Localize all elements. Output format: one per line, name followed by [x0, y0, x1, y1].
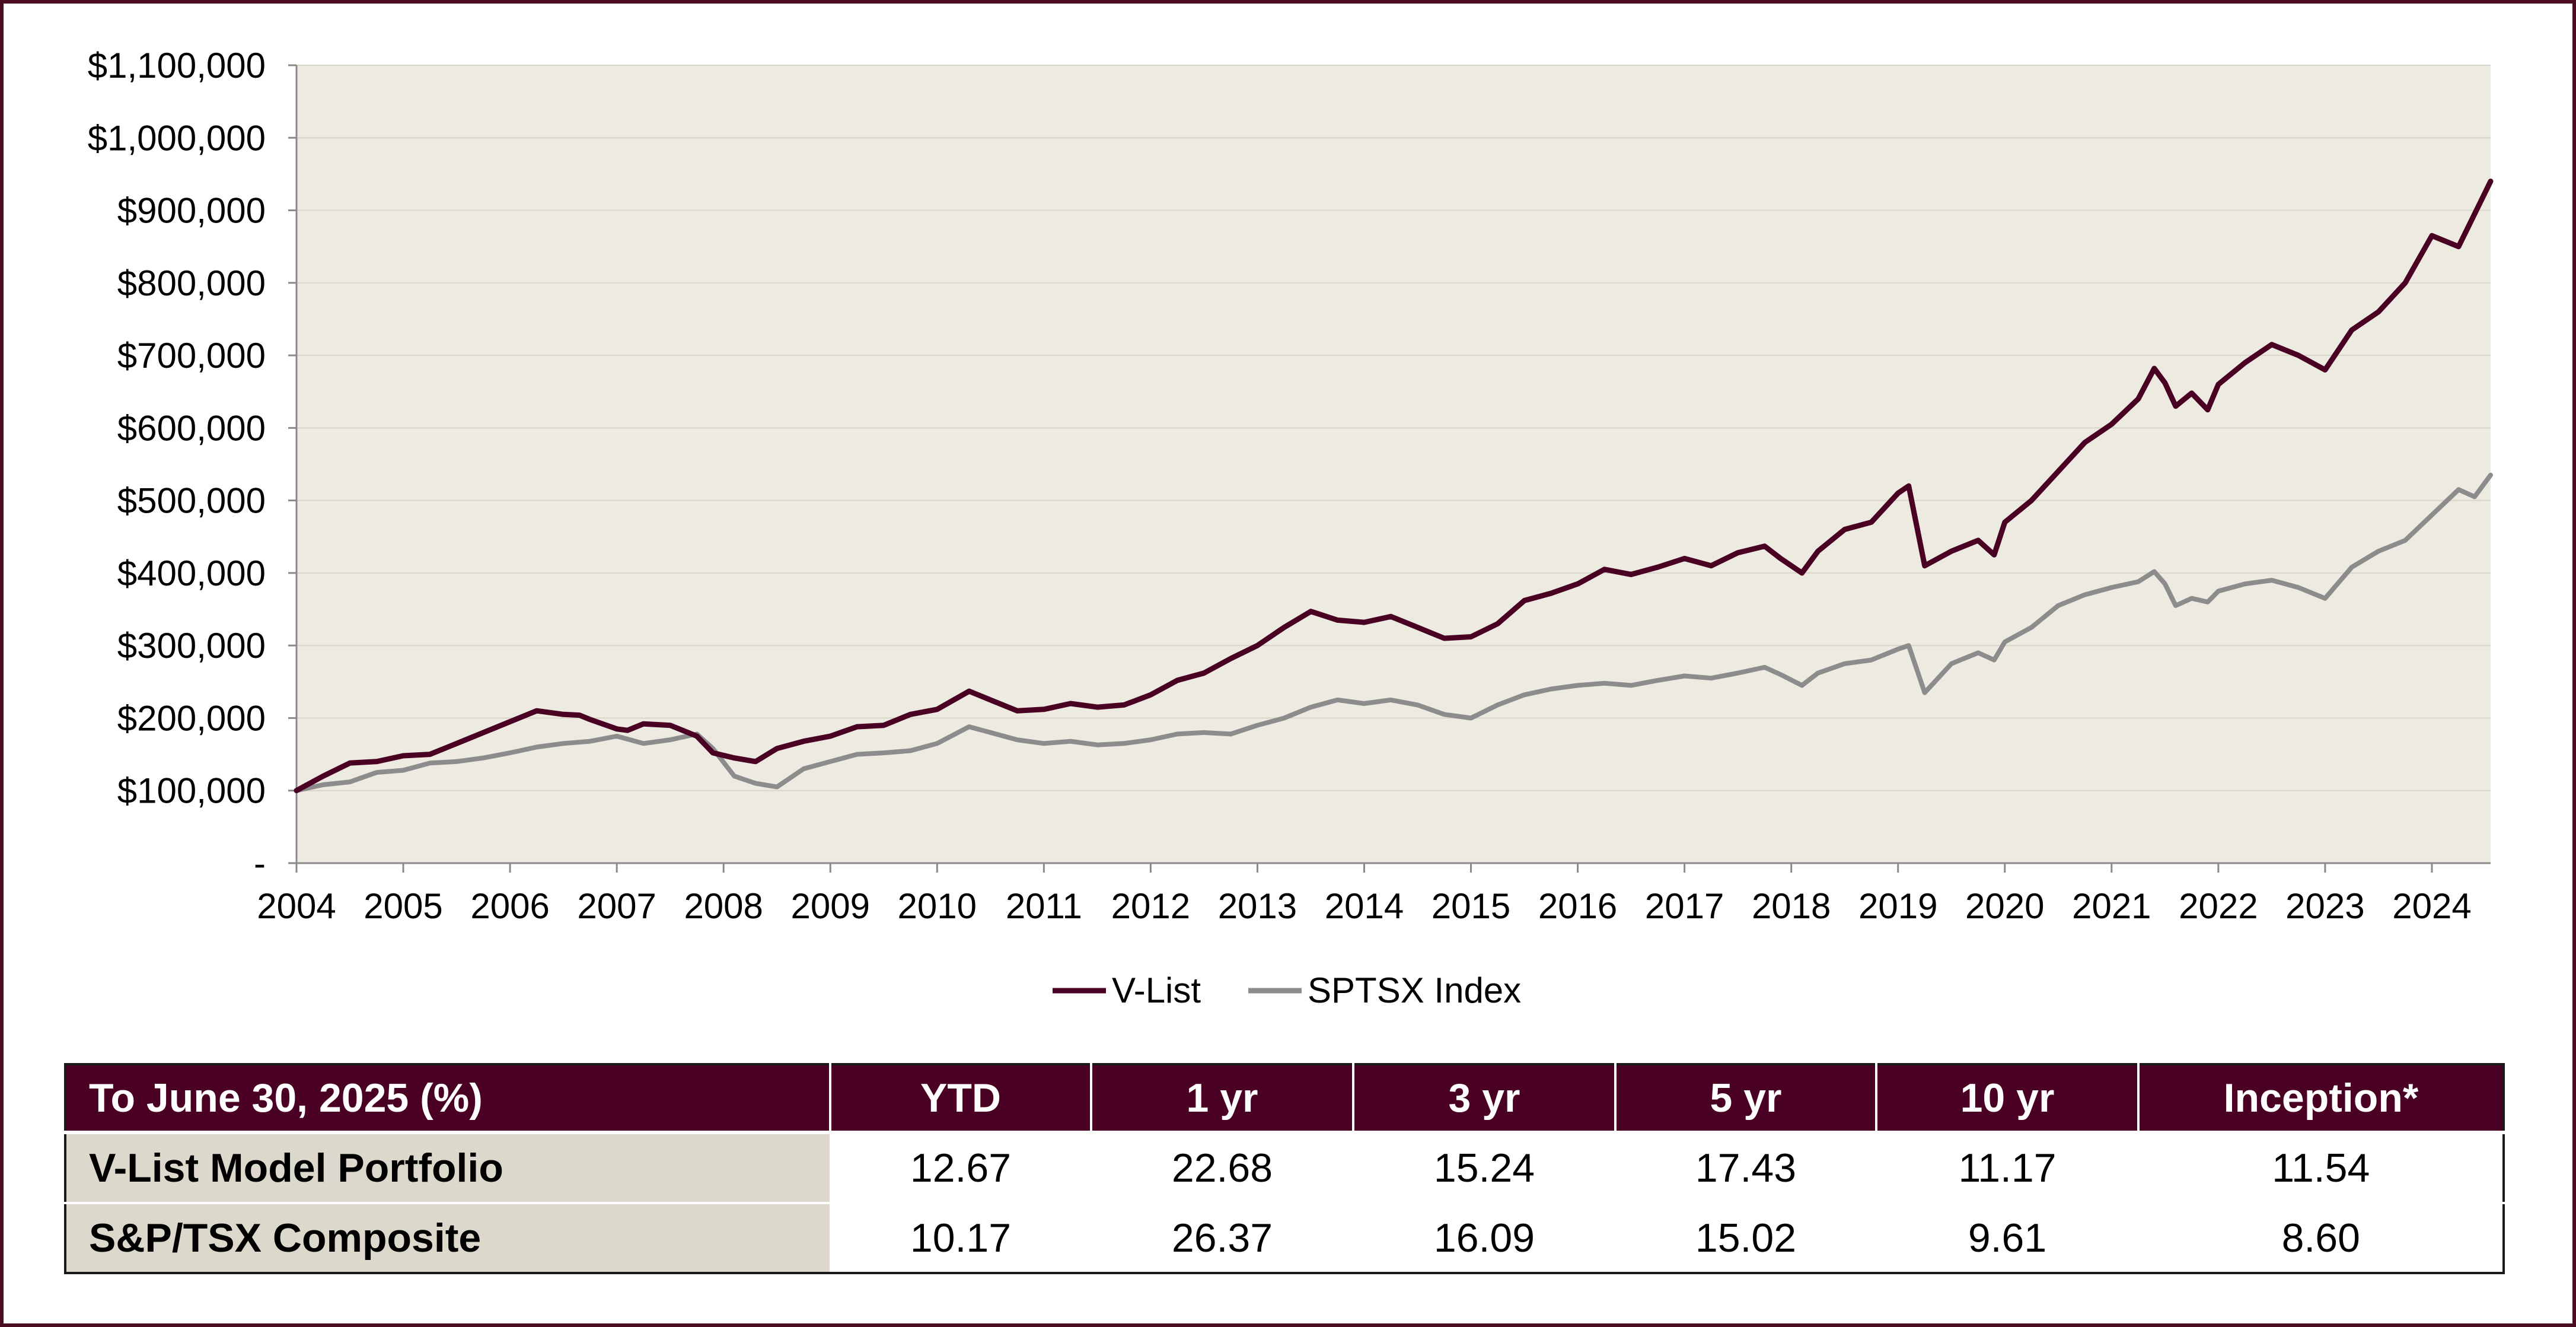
x-tick-labels: 2004 2005 2006 2007 2008 2009 2010 2011 2012 2013… [257, 886, 2471, 926]
plot-area [297, 65, 2491, 863]
y-tick-label: $200,000 [117, 698, 266, 738]
table-cell: 11.17 [1876, 1131, 2140, 1204]
x-tick-label: 2011 [1006, 886, 1082, 926]
header-ytd: YTD [830, 1064, 1092, 1132]
header-5yr: 5 yr [1615, 1064, 1877, 1132]
y-tick-label: $800,000 [117, 263, 266, 303]
x-tick-label: 2006 [470, 886, 549, 926]
table-cell: 26.37 [1091, 1203, 1354, 1273]
x-tick-label: 2014 [1325, 886, 1404, 926]
x-tick-label: 2012 [1111, 886, 1190, 926]
legend-label-vlist: V-List [1112, 970, 1201, 1010]
y-tick-label: $500,000 [117, 481, 266, 521]
y-tick-label: $600,000 [117, 408, 266, 448]
x-tick-label: 2015 [1432, 886, 1510, 926]
header-inception: Inception* [2138, 1064, 2504, 1132]
table-cell: 8.60 [2138, 1203, 2505, 1273]
header-period: To June 30, 2025 (%) [65, 1064, 831, 1132]
y-tick-label: $900,000 [117, 191, 266, 231]
header-3yr: 3 yr [1353, 1064, 1617, 1132]
x-tick-label: 2016 [1538, 886, 1617, 926]
table-row: V-List Model Portfolio 12.67 22.68 15.24… [65, 1131, 2505, 1204]
y-tick-label: $400,000 [117, 553, 266, 593]
y-tick-label: $100,000 [117, 771, 266, 811]
x-tick-label: 2023 [2285, 886, 2364, 926]
x-tick-label: 2018 [1752, 886, 1831, 926]
header-10yr: 10 yr [1876, 1064, 2140, 1132]
x-tick-label: 2024 [2392, 886, 2471, 926]
table-cell: 15.02 [1615, 1203, 1877, 1273]
table-cell: 11.54 [2138, 1131, 2505, 1204]
y-tick-label: $1,100,000 [88, 46, 266, 85]
x-tick-label: 2008 [684, 886, 763, 926]
x-tick-label: 2021 [2072, 886, 2151, 926]
row-label: S&P/TSX Composite [65, 1203, 831, 1273]
table-cell: 17.43 [1615, 1131, 1877, 1204]
x-tick-label: 2004 [257, 886, 336, 926]
x-tick-label: 2007 [577, 886, 656, 926]
x-tick-label: 2017 [1645, 886, 1724, 926]
header-1yr: 1 yr [1091, 1064, 1354, 1132]
table-row: S&P/TSX Composite 10.17 26.37 16.09 15.0… [65, 1203, 2505, 1273]
x-tick-label: 2020 [1965, 886, 2044, 926]
table-cell: 15.24 [1353, 1131, 1617, 1204]
table-cell: 10.17 [830, 1203, 1092, 1273]
x-tick-label: 2013 [1218, 886, 1297, 926]
legend-label-sptsx: SPTSX Index [1308, 970, 1521, 1010]
row-label: V-List Model Portfolio [65, 1131, 831, 1204]
performance-chart: - $100,000 $200,000 $300,000 $400,000 $500,00… [88, 46, 2494, 1010]
returns-table: To June 30, 2025 (%) YTD 1 yr 3 yr 5 yr … [64, 1063, 2505, 1274]
table-cell: 12.67 [830, 1131, 1092, 1204]
series-lines [294, 179, 2494, 794]
table-header-row: To June 30, 2025 (%) YTD 1 yr 3 yr 5 yr … [65, 1064, 2504, 1132]
table-cell: 16.09 [1353, 1203, 1617, 1273]
x-tick-label: 2022 [2179, 886, 2258, 926]
x-tick-label: 2009 [791, 886, 870, 926]
y-tick-label: - [254, 844, 266, 883]
y-tick-label: $700,000 [117, 336, 266, 375]
x-tick-label: 2005 [364, 886, 442, 926]
y-tick-labels: - $100,000 $200,000 $300,000 $400,000 $500,00… [88, 46, 266, 883]
gridlines [297, 65, 2491, 791]
x-tick-label: 2019 [1858, 886, 1937, 926]
x-tick-label: 2010 [898, 886, 977, 926]
legend: V-List SPTSX Index [1053, 970, 1521, 1010]
axes [288, 64, 2491, 873]
y-tick-label: $1,000,000 [88, 118, 266, 158]
series-line-vlist [294, 179, 2494, 794]
y-tick-label: $300,000 [117, 626, 266, 666]
table-cell: 22.68 [1091, 1131, 1354, 1204]
table-cell: 9.61 [1876, 1203, 2140, 1273]
